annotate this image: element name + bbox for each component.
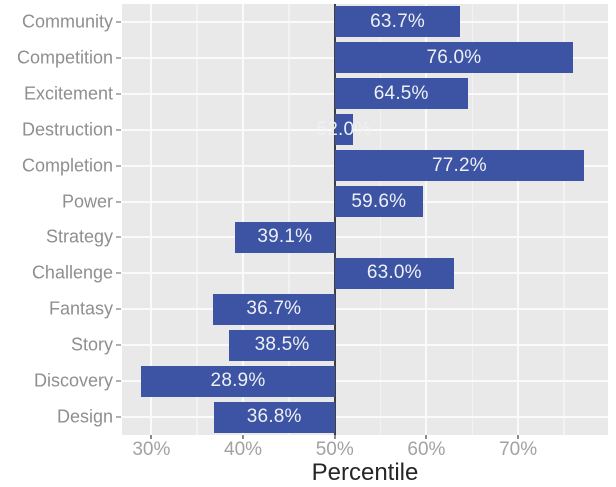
category-label-competition: Competition (16, 47, 113, 68)
bar-value-label: 28.9% (210, 370, 266, 392)
y-axis-tick (116, 200, 121, 203)
bar-value-label: 52.0% (316, 118, 372, 140)
category-label-design: Design (56, 406, 113, 427)
gridline-horizontal (122, 236, 608, 239)
gridline-major (150, 4, 153, 435)
bar-value-label: 77.2% (432, 154, 487, 176)
bar-value-label: 38.5% (254, 334, 310, 356)
bar-value-label: 76.0% (426, 46, 482, 68)
bar-fantasy (212, 293, 335, 325)
bar-power (334, 186, 423, 218)
bar-story (229, 329, 335, 361)
gridline-minor (471, 4, 474, 435)
gridline-minor (288, 4, 290, 435)
gridline-major (425, 4, 428, 435)
y-axis-tick (116, 236, 121, 239)
bar-destruction (334, 114, 354, 146)
category-label-discovery: Discovery (33, 370, 113, 391)
bar-completion (334, 150, 585, 182)
gridline-horizontal (122, 380, 608, 383)
category-label-community: Community (21, 11, 113, 32)
gridline-major (517, 4, 520, 435)
x-axis-tick (150, 435, 153, 439)
y-axis-tick (116, 164, 121, 167)
bar-value-label: 39.1% (257, 226, 313, 248)
y-axis-tick (116, 20, 121, 23)
x-axis-tick (425, 435, 428, 439)
x-axis-tick (242, 435, 245, 439)
bar-value-label: 36.8% (246, 406, 302, 428)
x-axis-tick (333, 435, 336, 439)
y-axis-tick (116, 344, 121, 347)
y-axis-tick (116, 416, 121, 419)
plot-area: 63.7% 76.0% 64.5% 52.0% 77.2% 59.6% 39.1% 63.0%… (122, 4, 608, 435)
x-axis-tick (517, 435, 520, 439)
bar-value-label: 36.7% (246, 298, 302, 320)
gridline-minor (196, 4, 198, 435)
y-axis-tick (116, 380, 121, 383)
category-label-fantasy: Fantasy (48, 298, 113, 319)
gridline-horizontal (122, 416, 608, 419)
gridline-horizontal (122, 308, 608, 311)
x-tick-label-40: 40% (224, 439, 263, 460)
category-label-strategy: Strategy (45, 226, 113, 247)
gridline-horizontal (122, 128, 608, 131)
bar-competition (334, 42, 574, 74)
bar-value-label: 59.6% (351, 190, 407, 212)
gridline-major (242, 4, 245, 435)
y-axis-tick (116, 92, 121, 95)
x-tick-label-30: 30% (132, 439, 171, 460)
category-label-completion: Completion (21, 155, 113, 176)
category-label-excitement: Excitement (23, 83, 113, 104)
y-axis-tick (116, 128, 121, 131)
bar-strategy (234, 221, 335, 253)
x-tick-label-50: 50% (315, 439, 354, 460)
x-tick-label-70: 70% (499, 439, 538, 460)
gridline-minor (379, 4, 382, 435)
gridline-minor (563, 4, 565, 435)
y-axis-tick (116, 56, 121, 59)
bar-value-label: 64.5% (373, 82, 429, 104)
y-axis-tick (116, 272, 121, 275)
category-label-destruction: Destruction (21, 119, 113, 140)
bar-community (334, 6, 461, 38)
x-tick-label-60: 60% (407, 439, 446, 460)
bar-challenge (334, 257, 454, 289)
bar-design (213, 401, 335, 433)
gridline-horizontal (122, 344, 608, 347)
x-axis-title: Percentile (311, 459, 419, 486)
baseline-50pct-line (333, 4, 336, 435)
category-label-power: Power (61, 191, 113, 212)
bar-discovery (141, 365, 335, 397)
category-label-challenge: Challenge (31, 262, 113, 283)
category-label-story: Story (70, 334, 113, 355)
bar-value-label: 63.7% (370, 10, 425, 32)
bar-excitement (334, 78, 468, 110)
y-axis-tick (116, 308, 121, 311)
bar-value-label: 63.0% (366, 262, 422, 284)
